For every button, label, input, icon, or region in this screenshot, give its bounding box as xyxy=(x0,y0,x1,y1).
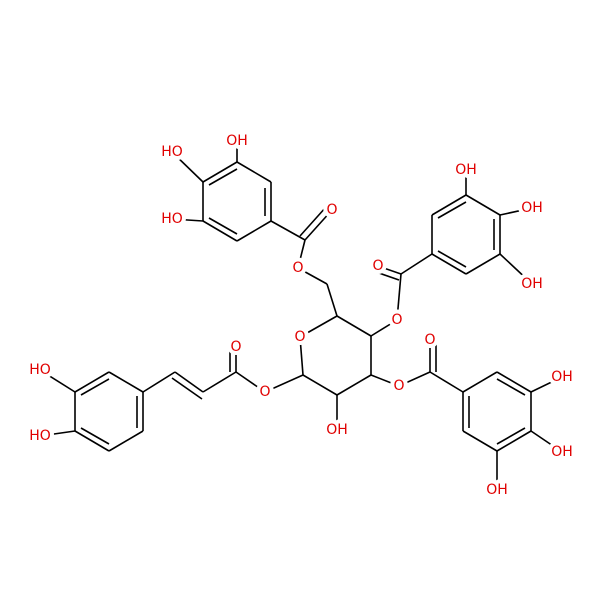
atom-label: OH xyxy=(521,200,543,216)
atom-labels: OH HO HO O O OH OH OH O O O O HO O HO OH… xyxy=(25,129,577,502)
bonds xyxy=(39,141,563,490)
atom-label: O xyxy=(326,202,337,218)
atom-label: HO xyxy=(161,144,183,160)
atom-label: O xyxy=(372,258,383,274)
atom-label: OH xyxy=(326,422,348,438)
atom-label: HO xyxy=(161,211,183,227)
atom-label: O xyxy=(259,384,270,400)
atom-label: OH xyxy=(226,133,248,149)
atom-label: HO xyxy=(29,428,51,444)
atom-label: HO xyxy=(29,362,51,378)
atom-label: O xyxy=(393,378,404,394)
atom-label: OH xyxy=(455,162,477,178)
atom-label: O xyxy=(294,329,305,345)
atom-label: OH xyxy=(521,276,543,292)
atom-label: O xyxy=(230,339,241,355)
atom-label: O xyxy=(424,332,435,348)
atom-label: OH xyxy=(486,482,508,498)
atom-label: OH xyxy=(551,444,573,460)
atom-label: O xyxy=(391,312,402,328)
atom-label: O xyxy=(292,260,303,276)
atom-label: OH xyxy=(551,369,573,385)
